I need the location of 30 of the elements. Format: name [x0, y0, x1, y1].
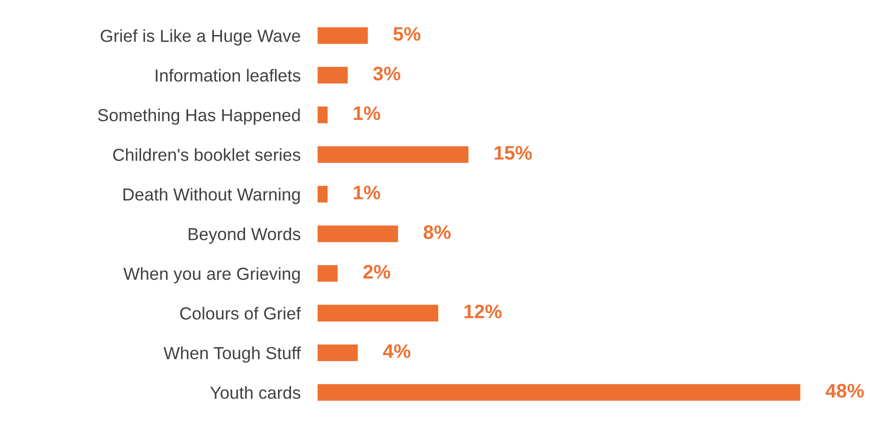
- bar: [318, 265, 338, 282]
- bar: [318, 186, 328, 202]
- y-tick-label: Information leaflets: [156, 68, 300, 82]
- y-tick-label: Colours of Grief: [180, 306, 301, 320]
- data-label: 1%: [354, 106, 380, 120]
- bar: [318, 106, 328, 124]
- data-label: 12%: [464, 304, 502, 318]
- bar: [318, 27, 368, 44]
- bar: [318, 66, 348, 84]
- bar: [318, 226, 398, 242]
- data-label: 15%: [494, 146, 532, 160]
- data-label: 1%: [354, 186, 380, 200]
- bar: [318, 146, 468, 163]
- data-label: 4%: [383, 344, 410, 358]
- y-tick-label: Youth cards: [210, 386, 300, 399]
- bar: [318, 344, 358, 362]
- bar: [318, 384, 800, 401]
- y-tick-label: Children's booklet series: [113, 148, 300, 161]
- y-tick-label: Something Has Happened: [98, 108, 300, 125]
- data-label: 8%: [424, 225, 451, 240]
- y-tick-label: Grief is Like a Huge Wave: [100, 29, 300, 46]
- y-tick-label: When you are Grieving: [123, 267, 300, 284]
- data-label: 2%: [363, 264, 390, 279]
- y-tick-label: When Tough Stuff: [164, 346, 301, 363]
- data-label: 3%: [373, 66, 400, 80]
- data-label: 48%: [826, 384, 864, 398]
- bar: [318, 304, 438, 322]
- y-tick-label: Death Without Warning: [123, 188, 300, 204]
- y-tick-label: Beyond Words: [188, 228, 300, 244]
- data-label: 5%: [393, 27, 420, 41]
